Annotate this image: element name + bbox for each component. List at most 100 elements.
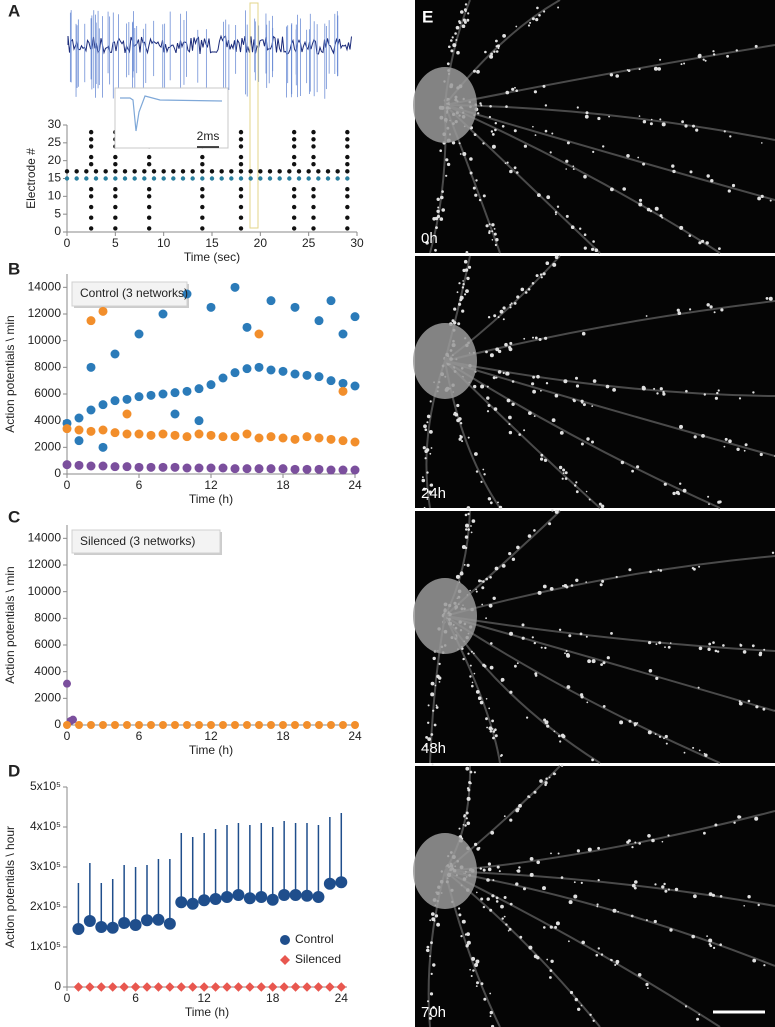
marker <box>311 226 316 231</box>
marker <box>64 169 70 174</box>
x-tick-label: 30 <box>350 236 364 250</box>
spine <box>696 1017 700 1021</box>
spine <box>540 453 544 457</box>
marker <box>327 721 335 729</box>
marker <box>233 982 244 992</box>
spine <box>500 755 502 757</box>
spine <box>648 641 652 645</box>
spine <box>521 636 525 640</box>
spine <box>695 128 699 132</box>
spine <box>461 286 465 289</box>
spine <box>698 1013 701 1016</box>
marker <box>161 169 166 174</box>
spine <box>536 956 540 960</box>
marker <box>238 162 244 167</box>
spine <box>747 699 751 703</box>
spine <box>704 59 707 62</box>
spine <box>559 740 562 743</box>
spine <box>462 152 467 156</box>
spine <box>427 1000 429 1003</box>
marker <box>122 462 132 472</box>
marker <box>98 400 108 410</box>
spine <box>515 882 519 886</box>
spine <box>426 945 430 949</box>
spine <box>435 226 438 230</box>
voltage-trace <box>67 34 352 55</box>
spine <box>684 1005 688 1008</box>
spine <box>489 576 492 579</box>
spine <box>549 587 554 591</box>
spine <box>463 8 467 12</box>
marker <box>219 176 224 181</box>
spine <box>550 852 552 855</box>
legend-marker <box>280 955 290 965</box>
marker <box>345 162 350 167</box>
marker <box>63 679 71 688</box>
image-time-label: 70h <box>421 1004 446 1021</box>
marker <box>345 194 350 199</box>
spine <box>568 900 573 905</box>
marker <box>258 169 263 174</box>
marker <box>122 429 132 439</box>
y-tick-label: 0 <box>54 466 61 480</box>
spine <box>438 681 441 683</box>
spine <box>535 18 538 20</box>
marker <box>291 187 297 192</box>
marker <box>266 432 276 442</box>
spine <box>539 779 543 783</box>
spine <box>592 1019 595 1022</box>
spine <box>556 205 560 208</box>
spine <box>684 124 688 128</box>
spine <box>494 728 497 731</box>
y-tick-label: 30 <box>48 117 62 131</box>
spine <box>576 106 579 109</box>
spine <box>491 144 496 149</box>
spine <box>490 52 493 56</box>
spine <box>580 442 584 446</box>
spine <box>602 145 605 148</box>
marker <box>180 169 186 174</box>
spine <box>626 154 630 158</box>
panel-label: E <box>422 7 433 26</box>
marker <box>314 433 324 443</box>
spine <box>724 437 728 441</box>
spine <box>633 886 637 890</box>
spine <box>436 922 440 927</box>
x-tick-label: 5 <box>112 236 119 250</box>
marker <box>200 162 205 167</box>
spine <box>597 879 600 882</box>
spine <box>465 811 469 815</box>
marker <box>75 721 83 729</box>
spine <box>531 382 535 386</box>
spine <box>534 134 537 137</box>
marker <box>86 316 96 326</box>
spine <box>478 198 482 202</box>
spine <box>713 946 716 950</box>
spine <box>540 457 544 461</box>
y-axis-title: Action potentials \ min <box>3 315 17 432</box>
spine <box>532 125 534 128</box>
spine <box>482 663 486 667</box>
spine <box>565 650 568 652</box>
spine <box>747 895 751 899</box>
spine <box>470 531 473 534</box>
marker <box>326 434 336 444</box>
spine <box>497 501 499 504</box>
marker <box>111 721 119 729</box>
spine <box>465 523 469 528</box>
annotation-box <box>71 529 221 554</box>
spine <box>487 404 491 407</box>
spine <box>681 120 684 124</box>
marker <box>315 721 323 729</box>
spine <box>559 431 564 435</box>
spine <box>465 251 469 254</box>
spine <box>466 506 471 510</box>
y-tick-label: 4000 <box>34 413 61 427</box>
spine <box>482 194 486 198</box>
y-tick-label: 0 <box>54 979 61 993</box>
marker <box>200 169 205 174</box>
marker <box>134 462 144 472</box>
spine <box>723 130 726 133</box>
spine <box>580 1004 583 1007</box>
spine <box>588 498 591 501</box>
